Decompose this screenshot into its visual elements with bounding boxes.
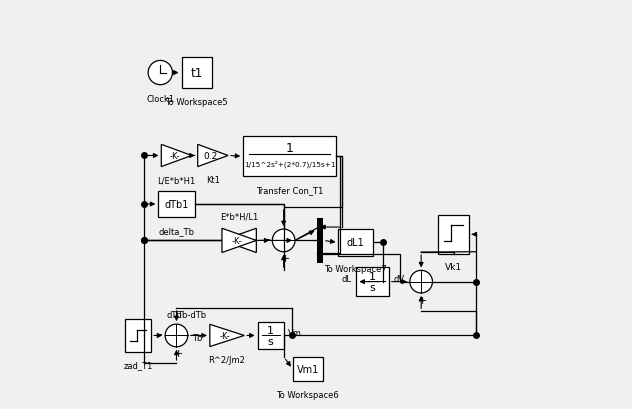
Text: -K-: -K- xyxy=(220,331,230,340)
Text: +: + xyxy=(173,348,183,359)
Text: t1: t1 xyxy=(191,67,203,80)
Text: R^2/Jm2: R^2/Jm2 xyxy=(209,355,245,364)
Text: Vk1: Vk1 xyxy=(445,263,462,272)
Text: To Workspace5: To Workspace5 xyxy=(166,97,228,106)
Text: -K-: -K- xyxy=(236,236,246,245)
Text: 1/15^2s²+(2*0.7)/15s+1: 1/15^2s²+(2*0.7)/15s+1 xyxy=(244,160,336,168)
FancyBboxPatch shape xyxy=(317,219,323,263)
Text: 1: 1 xyxy=(369,272,376,282)
Circle shape xyxy=(410,271,432,293)
Text: dTb1: dTb1 xyxy=(164,200,189,209)
Text: Kt1: Kt1 xyxy=(206,176,220,185)
Text: 1: 1 xyxy=(267,326,274,335)
FancyBboxPatch shape xyxy=(339,230,373,256)
Text: dV: dV xyxy=(394,274,404,283)
Text: zad_T1: zad_T1 xyxy=(123,361,153,370)
FancyBboxPatch shape xyxy=(125,319,151,352)
Text: s: s xyxy=(268,336,274,346)
FancyBboxPatch shape xyxy=(356,268,389,296)
Text: dL: dL xyxy=(341,274,351,283)
Text: -K-: -K- xyxy=(169,152,179,161)
Text: dTb: dTb xyxy=(167,310,182,319)
Text: dL1: dL1 xyxy=(347,238,365,248)
Circle shape xyxy=(272,229,295,252)
Text: s: s xyxy=(370,283,375,292)
Text: Vm1: Vm1 xyxy=(297,364,319,374)
Text: To Workspace7: To Workspace7 xyxy=(324,265,387,274)
Text: L/E*b*H1: L/E*b*H1 xyxy=(157,176,195,185)
Polygon shape xyxy=(198,145,228,167)
Text: Clock1: Clock1 xyxy=(146,94,174,103)
Text: 1: 1 xyxy=(286,142,294,155)
FancyBboxPatch shape xyxy=(158,191,195,218)
Text: -: - xyxy=(158,328,162,341)
Circle shape xyxy=(165,324,188,347)
Text: -: - xyxy=(265,233,269,246)
Text: +: + xyxy=(418,295,427,305)
Text: Transfer Con_T1: Transfer Con_T1 xyxy=(256,186,324,195)
Text: Vm: Vm xyxy=(288,328,301,337)
Text: E*b*H/L1: E*b*H/L1 xyxy=(220,212,258,221)
Text: -: - xyxy=(403,274,407,287)
Text: To Workspace6: To Workspace6 xyxy=(277,390,339,399)
FancyBboxPatch shape xyxy=(258,323,284,349)
Text: Tb-dTb: Tb-dTb xyxy=(177,311,206,320)
Polygon shape xyxy=(222,229,257,253)
Polygon shape xyxy=(161,145,191,167)
FancyBboxPatch shape xyxy=(293,357,323,381)
Text: Tb: Tb xyxy=(192,334,202,342)
Text: delta_Tb: delta_Tb xyxy=(159,227,195,236)
Text: -K-: -K- xyxy=(232,236,243,245)
FancyBboxPatch shape xyxy=(439,216,469,254)
Polygon shape xyxy=(222,229,257,253)
Circle shape xyxy=(148,61,173,85)
FancyBboxPatch shape xyxy=(243,137,336,177)
FancyBboxPatch shape xyxy=(181,58,212,88)
Text: +: + xyxy=(281,254,290,264)
Polygon shape xyxy=(210,324,244,347)
Text: 0.2: 0.2 xyxy=(204,152,218,161)
